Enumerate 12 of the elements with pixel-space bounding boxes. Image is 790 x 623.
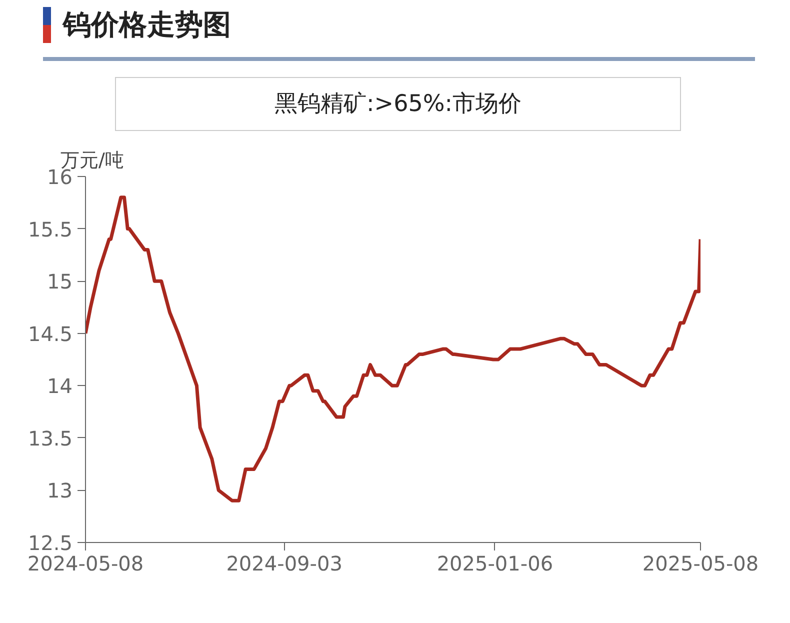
chart-subtitle: 黑钨精矿:>65%:市场价 (115, 77, 681, 131)
x-tick-label: 2024-09-03 (226, 552, 342, 576)
y-tick-label: 14 (47, 374, 73, 398)
y-tick-label: 15.5 (28, 217, 72, 242)
y-tick-label: 15 (47, 270, 73, 294)
x-tick-label: 2025-05-08 (642, 552, 759, 576)
y-tick-label: 13 (47, 478, 73, 503)
y-tick-label: 13.5 (28, 426, 72, 450)
line-series (86, 196, 700, 502)
x-tick-label: 2025-01-06 (436, 552, 554, 576)
chart-title: 钨价格走势图 (63, 7, 231, 43)
y-tick-label: 14.5 (28, 322, 72, 346)
